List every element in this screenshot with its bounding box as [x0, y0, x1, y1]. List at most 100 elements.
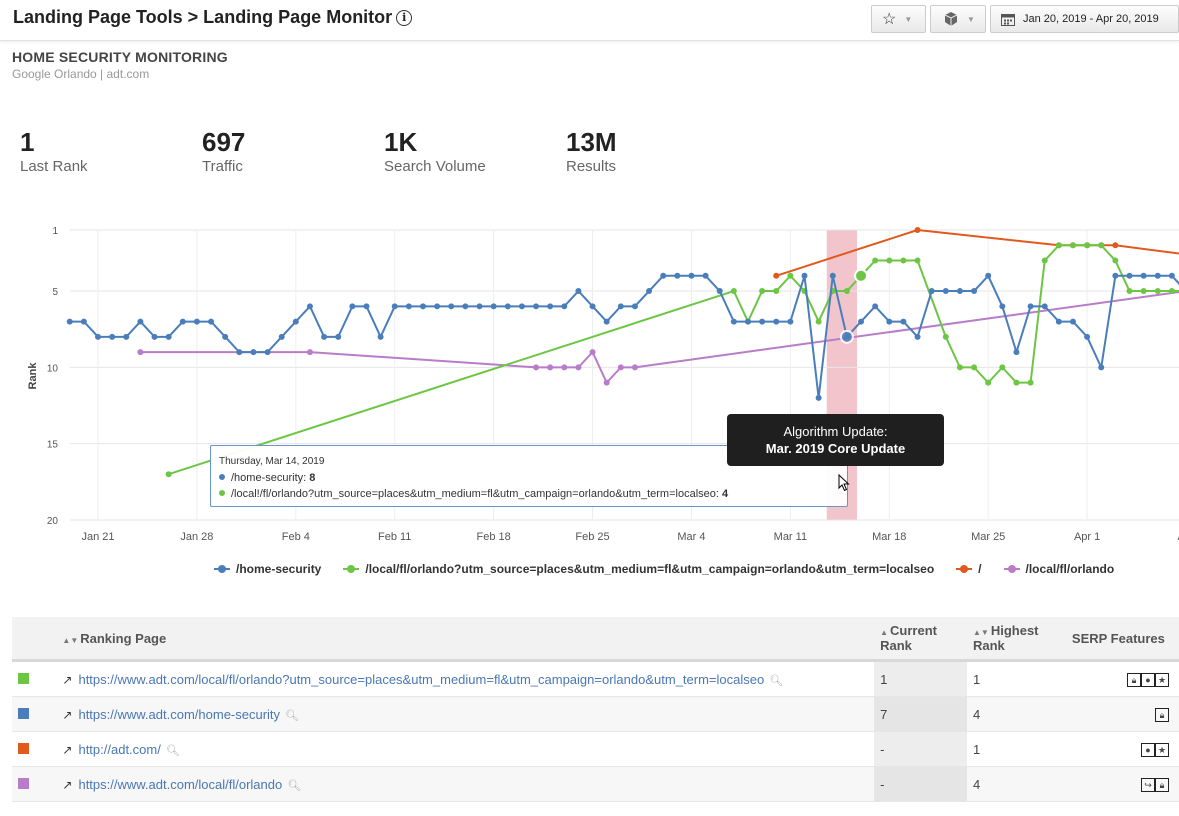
data-point [419, 303, 426, 310]
ranking-page-cell: ↗ https://www.adt.com/local/fl/orlando?ut… [56, 660, 875, 697]
data-point [1055, 242, 1062, 249]
ranking-page-link[interactable]: https://www.adt.com/home-security [78, 706, 281, 722]
external-link-icon[interactable]: ↗ [62, 707, 73, 722]
y-tick-label: 15 [47, 440, 59, 451]
data-point [1013, 379, 1020, 386]
date-range-picker[interactable]: Jan 20, 2019 - Apr 20, 2019 [990, 5, 1179, 33]
col-highest-rank[interactable]: ▲▼ Highest Rank [966, 617, 1066, 662]
legend-item-root[interactable]: / [956, 562, 982, 576]
x-tick-label: Mar 25 [971, 531, 1005, 543]
data-point [872, 303, 879, 310]
x-tick-label: Feb 18 [477, 531, 511, 543]
ranking-page-link[interactable]: http://adt.com/ [78, 741, 161, 757]
x-tick-label: Feb 11 [378, 531, 411, 543]
report-header: HOME SECURITY MONITORING Google Orlando … [12, 49, 228, 81]
data-point [773, 318, 780, 325]
data-point [1055, 318, 1062, 325]
info-icon[interactable]: i [396, 10, 413, 26]
search-icon[interactable]: 🔍︎ [769, 674, 784, 687]
legend-item-orlando[interactable]: /local/fl/orlando [1003, 562, 1114, 576]
data-point [95, 333, 101, 340]
data-point [561, 303, 568, 310]
data-point [1084, 333, 1091, 340]
data-point [956, 364, 963, 371]
data-point [702, 272, 709, 279]
legend-swatch [1003, 565, 1020, 573]
data-point [999, 303, 1006, 310]
data-point [137, 318, 144, 325]
ranking-page-link[interactable]: https://www.adt.com/local/fl/orlando?utm… [78, 671, 765, 687]
search-icon[interactable]: 🔍︎ [285, 709, 300, 722]
data-point [405, 303, 412, 310]
hover-marker [854, 268, 869, 283]
data-point [1112, 257, 1119, 264]
data-point [716, 288, 723, 295]
y-tick-label: 5 [52, 287, 58, 298]
data-point [1112, 272, 1119, 279]
current-rank-cell: - [874, 766, 967, 802]
lock-icon: 🔒︎ [1127, 673, 1141, 687]
serp-features-cell: ● ★ [1065, 731, 1179, 767]
data-point [377, 333, 384, 340]
ranking-page-link[interactable]: https://www.adt.com/local/fl/orlando [78, 776, 283, 792]
search-icon[interactable]: 🔍︎ [165, 744, 180, 757]
data-point [773, 272, 780, 279]
data-point [787, 272, 794, 279]
algo-name: Mar. 2019 Core Update [765, 441, 906, 456]
data-point [603, 379, 610, 386]
data-point [363, 303, 370, 310]
col-label: Highest Rank [972, 623, 1039, 653]
data-point [815, 394, 822, 401]
data-point [1041, 257, 1048, 264]
col-serp-features[interactable]: SERP Features [1065, 617, 1179, 662]
search-icon[interactable]: 🔍︎ [287, 779, 302, 792]
external-link-icon[interactable]: ↗ [62, 777, 73, 792]
data-point [292, 318, 299, 325]
favorite-button[interactable]: ☆ ▼ [871, 5, 926, 33]
col-label: Current Rank [880, 623, 937, 653]
data-point [80, 318, 87, 325]
external-link-icon[interactable]: ↗ [62, 742, 73, 757]
data-point [1140, 288, 1147, 295]
col-label: Ranking Page [80, 630, 167, 646]
table-header-row: ▲▼ Ranking Page ▲ Current Rank ▲▼ Highest R… [12, 617, 1179, 662]
report-subtitle: Google Orlando | adt.com [12, 67, 150, 81]
tooltip-series-name: /home-security [231, 472, 304, 484]
x-tick-label: Jan 28 [180, 531, 213, 543]
legend-label: /home-security [236, 562, 322, 576]
data-point [886, 318, 893, 325]
data-point [561, 364, 568, 371]
data-point [1098, 364, 1105, 371]
serp-features-cell: 🔒︎ ● ★ [1065, 660, 1179, 697]
legend-item-home-security[interactable]: /home-security [214, 562, 321, 576]
data-point [575, 364, 582, 371]
kpi-value: 1K [384, 127, 418, 157]
series-color-swatch [18, 777, 29, 789]
legend-label: /local/fl/orlando?utm_source=places&utm_… [365, 562, 935, 576]
series-color-swatch [18, 707, 29, 719]
data-point [1168, 288, 1175, 295]
x-tick-label: Mar 18 [872, 531, 906, 543]
col-ranking-page[interactable]: ▲▼ Ranking Page [56, 617, 875, 662]
data-point [490, 303, 497, 310]
series-dot [219, 490, 225, 496]
x-tick-label: Feb 25 [575, 531, 609, 543]
highest-rank-cell: 1 [966, 660, 1066, 697]
external-link-icon[interactable]: ↗ [62, 672, 73, 687]
algo-heading: Algorithm Update: [783, 424, 888, 439]
data-point [476, 303, 483, 310]
view-menu-button[interactable]: ▼ [930, 5, 986, 33]
data-point [208, 318, 215, 325]
data-point [533, 303, 540, 310]
data-point [914, 227, 921, 233]
table-row: ↗ https://www.adt.com/home-security 🔍︎ 7 4… [12, 696, 1179, 732]
data-point [1154, 288, 1161, 295]
legend-item-orlando-utm[interactable]: /local/fl/orlando?utm_source=places&utm_… [343, 562, 934, 576]
kpi-value: 697 [202, 127, 246, 157]
col-current-rank[interactable]: ▲ Current Rank [874, 617, 967, 662]
serp-features-cell: ↪ 🔒︎ [1065, 766, 1179, 802]
data-point [1168, 272, 1175, 279]
legend-label: / [978, 562, 982, 576]
data-point [349, 303, 356, 310]
data-point [829, 272, 836, 279]
